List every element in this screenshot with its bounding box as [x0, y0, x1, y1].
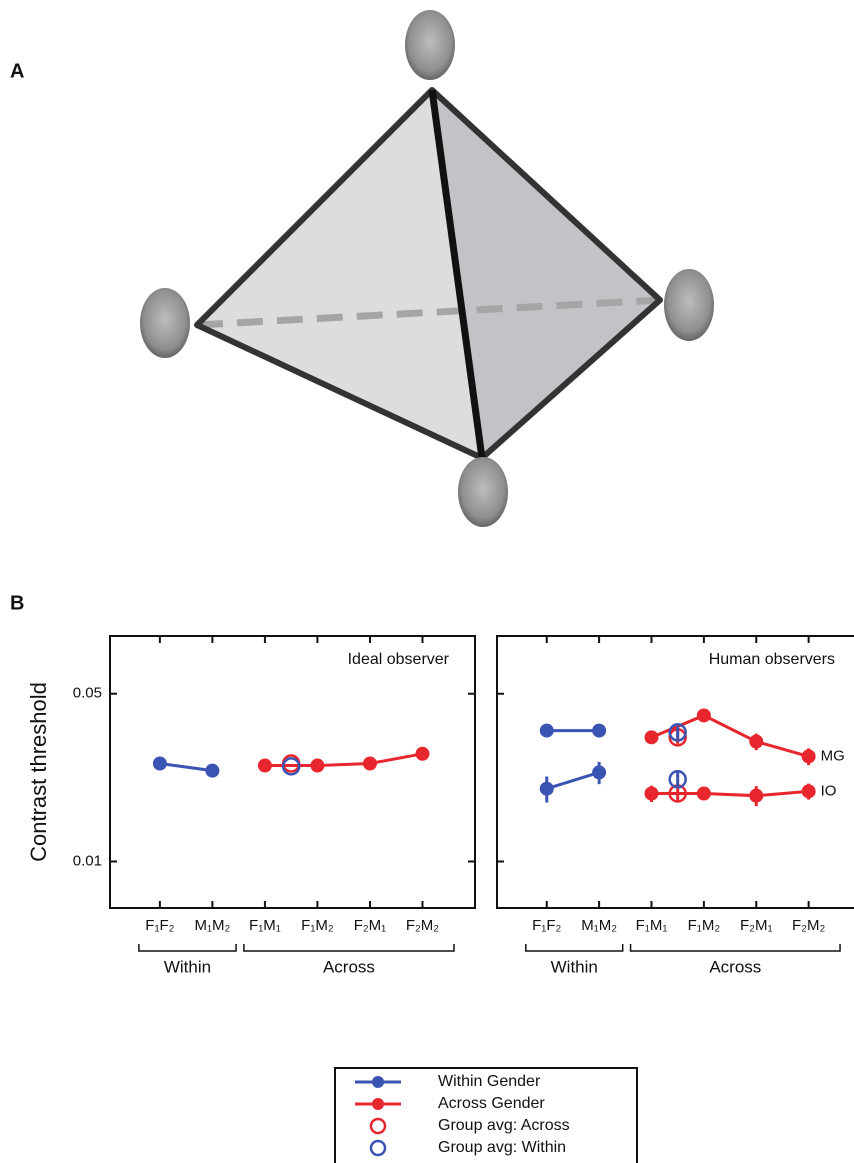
face-right	[432, 90, 660, 458]
group-bracket	[138, 944, 237, 952]
series-line	[264, 752, 423, 768]
group-label: Within	[551, 957, 598, 976]
x-tick-label: F₂M₂	[792, 917, 825, 934]
x-tick-label: F₂M₁	[740, 917, 773, 934]
face-left	[197, 90, 482, 458]
y-tick-label: 0.01	[73, 852, 102, 869]
group-bracket	[525, 944, 624, 952]
marker	[257, 758, 272, 773]
x-tick-label: F₁M₁	[249, 917, 281, 934]
x-tick-label: F₁M₂	[301, 917, 334, 934]
group-bracket	[243, 944, 455, 952]
series-line	[650, 713, 810, 758]
panel-label: A	[10, 60, 24, 82]
chart-title: Human observers	[709, 651, 835, 668]
marker	[152, 756, 167, 771]
open-marker	[668, 770, 687, 789]
marker	[749, 788, 764, 803]
marker	[415, 746, 430, 761]
plot-frame	[496, 635, 854, 909]
tetrahedron	[194, 87, 663, 461]
marker	[539, 781, 554, 796]
marker	[205, 763, 220, 778]
marker	[592, 765, 607, 780]
x-tick-label: M₁M₂	[581, 917, 617, 934]
legend-marker	[372, 1076, 384, 1088]
group-label: Within	[164, 957, 211, 976]
marker	[801, 784, 816, 799]
legend-label: Within Gender	[438, 1073, 541, 1090]
marker	[539, 723, 554, 738]
legend-marker	[369, 1117, 387, 1135]
legend-label: Group avg: Across	[438, 1117, 570, 1134]
marker	[696, 708, 711, 723]
group-label: Across	[709, 957, 761, 976]
group-label: Across	[323, 957, 375, 976]
x-tick-label: F₁M₂	[688, 917, 721, 934]
legend-marker	[369, 1139, 387, 1157]
face-image	[140, 288, 190, 358]
marker	[644, 730, 659, 745]
marker	[696, 786, 711, 801]
y-tick-label: 0.05	[73, 685, 102, 702]
series-line	[159, 762, 213, 773]
marker	[644, 786, 659, 801]
panel-label: B	[10, 592, 24, 614]
legend-marker	[372, 1098, 384, 1110]
y-axis-label: Contrast threshold	[26, 682, 51, 862]
front-edge	[428, 89, 486, 459]
x-tick-label: F₁F₂	[532, 917, 561, 934]
face-image	[405, 10, 455, 80]
open-marker	[668, 723, 687, 742]
chart-title: Ideal observer	[348, 651, 450, 668]
marker	[749, 734, 764, 749]
x-tick-label: F₂M₁	[354, 917, 387, 934]
marker	[310, 758, 325, 773]
x-tick-label: F₁F₂	[145, 917, 174, 934]
series-line	[651, 789, 809, 798]
x-tick-label: F₁M₁	[636, 917, 668, 934]
marker	[592, 723, 607, 738]
series-line	[546, 770, 600, 791]
group-bracket	[629, 944, 841, 952]
series-label: IO	[821, 782, 837, 799]
face-image	[458, 457, 508, 527]
legend-label: Across Gender	[438, 1095, 545, 1112]
plot-frame	[109, 635, 476, 909]
x-tick-label: M₁M₂	[194, 917, 230, 934]
marker	[801, 749, 816, 764]
x-tick-label: F₂M₂	[406, 917, 439, 934]
faces	[140, 10, 714, 527]
open-marker	[281, 757, 301, 776]
series-label: MG	[821, 747, 845, 764]
face-image	[664, 269, 714, 341]
marker	[362, 756, 377, 771]
legend-label: Group avg: Within	[438, 1139, 566, 1156]
